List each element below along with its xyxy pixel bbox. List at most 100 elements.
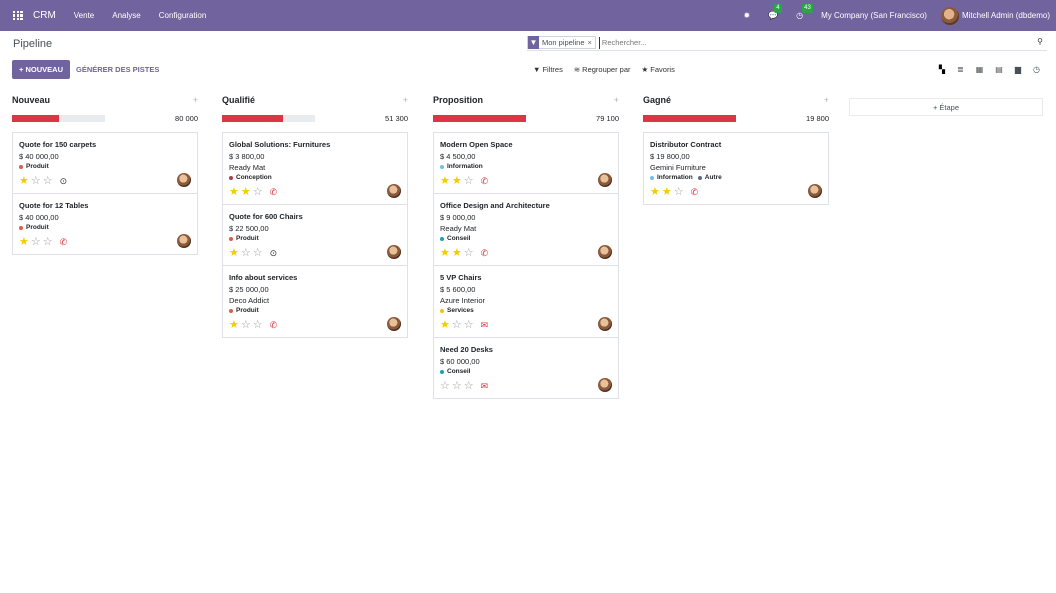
star-icon[interactable]: ☆ (440, 379, 450, 392)
salesperson-avatar[interactable] (387, 317, 401, 331)
star-icon[interactable]: ★ (661, 185, 672, 198)
star-icon[interactable]: ★ (440, 318, 450, 331)
salesperson-avatar[interactable] (598, 317, 612, 331)
kanban-card[interactable]: Global Solutions: Furnitures $ 3 800,00 R… (223, 133, 407, 205)
star-icon[interactable]: ☆ (673, 185, 684, 198)
star-icon[interactable]: ☆ (252, 246, 263, 259)
messaging-icon[interactable]: 💬 4 (768, 4, 782, 20)
salesperson-avatar[interactable] (387, 184, 401, 198)
column-header[interactable]: Proposition + (433, 92, 619, 108)
quick-create-icon[interactable]: + (613, 95, 619, 105)
salesperson-avatar[interactable] (598, 378, 612, 392)
quick-create-icon[interactable]: + (192, 95, 198, 105)
star-icon[interactable]: ☆ (42, 174, 53, 187)
progress-bar[interactable] (12, 115, 105, 122)
calendar-view-icon[interactable]: ▦ (975, 65, 984, 74)
kanban-card[interactable]: Office Design and Architecture $ 9 000,0… (434, 194, 618, 266)
menu-analyse[interactable]: Analyse (112, 11, 141, 20)
star-icon[interactable]: ☆ (463, 318, 474, 331)
star-icon[interactable]: ☆ (252, 185, 263, 198)
card-footer: ★ ☆ ☆ ✆ (229, 318, 401, 332)
star-icon[interactable]: ☆ (463, 246, 474, 259)
star-icon[interactable]: ☆ (42, 235, 53, 248)
star-icon[interactable]: ☆ (30, 235, 41, 248)
graph-view-icon[interactable]: ▆ (1014, 65, 1022, 74)
star-icon[interactable]: ☆ (252, 318, 263, 331)
star-icon[interactable]: ★ (229, 185, 239, 198)
star-icon[interactable]: ★ (19, 235, 29, 248)
progress-bar[interactable] (433, 115, 526, 122)
filters-toggle[interactable]: ▼ Filtres (533, 65, 563, 74)
bug-icon[interactable]: ✹ (743, 11, 751, 20)
star-icon[interactable]: ★ (229, 318, 239, 331)
progress-bar[interactable] (222, 115, 315, 122)
star-icon[interactable]: ☆ (451, 318, 462, 331)
kanban-card[interactable]: Modern Open Space $ 4 500,00 Information ★… (434, 133, 618, 194)
star-icon[interactable]: ☆ (30, 174, 41, 187)
groupby-toggle[interactable]: ≋ Regrouper par (574, 65, 631, 74)
list-view-icon[interactable]: ≣ (957, 65, 964, 74)
pivot-view-icon[interactable]: ▤ (995, 65, 1003, 74)
phone-icon[interactable]: ✆ (59, 236, 68, 247)
star-icon[interactable]: ★ (19, 174, 29, 187)
quick-create-icon[interactable]: + (823, 95, 829, 105)
tag: Conception (229, 174, 272, 181)
tag-color-dot (697, 175, 702, 180)
salesperson-avatar[interactable] (808, 184, 822, 198)
kanban-card[interactable]: Need 20 Desks $ 60 000,00 Conseil ☆ ☆ ☆ ✉ (434, 338, 618, 399)
phone-icon[interactable]: ✆ (269, 186, 278, 197)
add-stage-button[interactable]: + Étape (849, 98, 1043, 116)
search-icon[interactable]: ⚲ (1037, 37, 1043, 46)
star-icon[interactable]: ☆ (463, 379, 474, 392)
menu-vente[interactable]: Vente (73, 11, 95, 20)
envelope-icon[interactable]: ✉ (480, 319, 489, 330)
column-header[interactable]: Qualifié + (222, 92, 408, 108)
facet-remove-icon[interactable]: × (587, 38, 592, 47)
phone-icon[interactable]: ✆ (480, 247, 489, 258)
app-brand[interactable]: CRM (33, 10, 56, 21)
salesperson-avatar[interactable] (387, 245, 401, 259)
phone-icon[interactable]: ✆ (269, 319, 278, 330)
kanban-card[interactable]: Quote for 600 Chairs $ 22 500,00 Produit ★… (223, 205, 407, 266)
salesperson-avatar[interactable] (598, 173, 612, 187)
kanban-view-icon[interactable]: ▚ (938, 65, 946, 74)
kanban-card[interactable]: 5 VP Chairs $ 5 600,00 Azure Interior Serv… (434, 266, 618, 338)
star-icon[interactable]: ★ (440, 174, 450, 187)
quick-create-icon[interactable]: + (402, 95, 408, 105)
new-button[interactable]: + NOUVEAU (12, 60, 70, 79)
clock-icon[interactable]: ⊙ (59, 175, 68, 186)
column-header[interactable]: Gagné + (643, 92, 829, 108)
kanban-card[interactable]: Quote for 150 carpets $ 40 000,00 Produit… (13, 133, 197, 194)
star-icon[interactable]: ☆ (240, 318, 251, 331)
apps-menu-icon[interactable] (13, 10, 23, 21)
search-input[interactable] (598, 36, 979, 49)
menu-configuration[interactable]: Configuration (158, 11, 207, 20)
star-icon[interactable]: ★ (650, 185, 660, 198)
user-menu[interactable]: Mitchell Admin (dbdemo) (940, 6, 1050, 25)
progress-bar[interactable] (643, 115, 736, 122)
star-icon[interactable]: ★ (240, 185, 251, 198)
star-icon[interactable]: ☆ (240, 246, 251, 259)
star-icon[interactable]: ★ (451, 174, 462, 187)
salesperson-avatar[interactable] (177, 173, 191, 187)
salesperson-avatar[interactable] (598, 245, 612, 259)
phone-icon[interactable]: ✆ (690, 186, 699, 197)
column-header[interactable]: Nouveau + (12, 92, 198, 108)
company-switcher[interactable]: My Company (San Francisco) (821, 11, 927, 20)
star-icon[interactable]: ☆ (463, 174, 474, 187)
salesperson-avatar[interactable] (177, 234, 191, 248)
envelope-icon[interactable]: ✉ (480, 380, 489, 391)
kanban-card[interactable]: Distributor Contract $ 19 800,00 Gemini F… (644, 133, 828, 205)
generate-leads-button[interactable]: GÉNÉRER DES PISTES (76, 65, 160, 74)
star-icon[interactable]: ★ (440, 246, 450, 259)
kanban-card[interactable]: Info about services $ 25 000,00 Deco Addi… (223, 266, 407, 338)
kanban-card[interactable]: Quote for 12 Tables $ 40 000,00 Produit ★ ☆… (13, 194, 197, 255)
activity-view-icon[interactable]: ◷ (1033, 65, 1040, 74)
phone-icon[interactable]: ✆ (480, 175, 489, 186)
activities-icon[interactable]: ◷ 43 (796, 4, 813, 20)
star-icon[interactable]: ☆ (451, 379, 462, 392)
favorites-toggle[interactable]: ★ Favoris (642, 65, 675, 74)
star-icon[interactable]: ★ (451, 246, 462, 259)
star-icon[interactable]: ★ (229, 246, 239, 259)
clock-icon[interactable]: ⊙ (269, 247, 278, 258)
